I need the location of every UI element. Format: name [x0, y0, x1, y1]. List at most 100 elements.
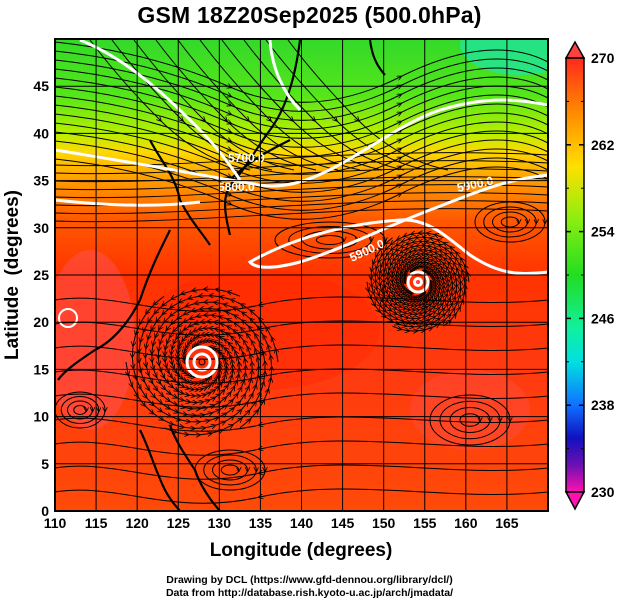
lat-tick-label: 45 — [33, 78, 49, 94]
streamline — [429, 394, 510, 446]
colorbar-min-triangle — [564, 491, 586, 511]
streamline — [55, 488, 548, 504]
coastline-japan — [224, 39, 302, 236]
lat-tick-label: 10 — [33, 409, 49, 425]
lon-tick-label: 150 — [372, 515, 396, 531]
lon-tick-label: 110 — [44, 515, 67, 531]
lon-tick-label: 140 — [290, 515, 314, 531]
streamline — [221, 39, 383, 171]
colorbar-tick-label: 230 — [591, 484, 615, 500]
credit-data: Data from http://database.rish.kyoto-u.a… — [165, 587, 454, 599]
colorbar-tick-label: 246 — [591, 310, 615, 326]
lat-tick-labels: 0 5 10 15 20 25 30 35 40 45 — [33, 78, 49, 519]
lon-tick-label: 120 — [125, 515, 149, 531]
streamline — [55, 208, 548, 223]
streamline — [55, 152, 548, 167]
streamline — [111, 39, 273, 171]
lat-tick-label: 0 — [41, 503, 49, 519]
contour-5900-west — [55, 198, 201, 207]
streamline — [243, 39, 405, 171]
streamline — [55, 416, 548, 432]
streamline — [439, 400, 500, 440]
streamlines — [55, 39, 548, 504]
contour-label-5800: 5800.0 — [218, 180, 255, 194]
streamline — [449, 407, 490, 433]
x-axis-title: Longitude (degrees) — [210, 540, 393, 561]
typhoon-center-east — [406, 270, 430, 294]
lon-tick-label: 160 — [454, 515, 478, 531]
colorbar: 270 262 254 246 238 230 — [564, 40, 615, 511]
streamline — [474, 201, 545, 243]
streamline — [492, 211, 528, 233]
lon-tick-label: 135 — [249, 515, 273, 531]
colorbar-tick-label: 238 — [591, 397, 615, 413]
streamline — [55, 158, 548, 220]
contour-label-5700: 5700.0 — [228, 151, 265, 165]
lon-tick-label: 165 — [495, 515, 519, 531]
streamline — [55, 296, 548, 312]
streamline — [73, 405, 87, 415]
lat-tick-label: 25 — [33, 267, 49, 283]
credits: Drawing by DCL (https://www.gfd-dennou.o… — [0, 574, 619, 600]
warm-patch-se — [410, 370, 530, 450]
streamline — [384, 241, 465, 327]
streamline — [55, 320, 548, 336]
coastline-sakhalin — [368, 39, 386, 76]
lat-tick-label: 30 — [33, 220, 49, 236]
streamline — [55, 392, 548, 408]
coastline-korea — [149, 139, 211, 246]
lat-tick-label: 20 — [33, 314, 49, 330]
streamline — [55, 168, 548, 183]
streamline — [55, 464, 548, 480]
streamline — [155, 39, 317, 171]
lat-lon-grid — [55, 39, 548, 511]
contour-5700 — [79, 39, 242, 181]
lon-tick-labels: 110 115 120 125 130 135 140 145 150 155 160 165 — [44, 515, 519, 531]
contour-5700-b — [268, 39, 302, 112]
streamline — [177, 39, 339, 171]
coastline-philippines — [168, 424, 221, 511]
streamline — [67, 400, 93, 420]
streamline — [220, 464, 239, 476]
plot-frame — [54, 38, 549, 512]
streamline — [55, 368, 548, 384]
streamline — [315, 235, 344, 245]
streamline — [500, 216, 519, 228]
streamline — [55, 176, 548, 191]
streamline — [55, 200, 548, 215]
lon-tick-label: 130 — [208, 515, 232, 531]
streamline — [55, 160, 548, 175]
streamline — [55, 184, 548, 199]
typhoon-center-west — [185, 345, 219, 379]
streamline — [60, 396, 99, 424]
colorbar-max-triangle — [564, 40, 586, 59]
streamline — [203, 454, 257, 486]
warm-patch-west — [55, 250, 135, 430]
streamline — [459, 413, 480, 427]
lon-tick-label: 115 — [85, 515, 108, 531]
lon-tick-label: 145 — [331, 515, 355, 531]
height-contours — [55, 39, 548, 275]
cool-patch-ne — [460, 39, 548, 75]
colorbar-tick-label: 262 — [591, 137, 615, 153]
streamline — [483, 206, 537, 238]
streamline — [133, 39, 295, 171]
colorbar-tick-label: 254 — [591, 224, 615, 240]
credit-drawing: Drawing by DCL (https://www.gfd-dennou.o… — [166, 574, 453, 586]
typhoon-center-far-west — [58, 308, 78, 328]
lon-tick-label: 125 — [167, 515, 191, 531]
colorbar-tick-label: 270 — [591, 50, 615, 66]
streamline — [55, 344, 548, 360]
streamline — [55, 440, 548, 456]
chart-title: GSM 18Z20Sep2025 (500.0hPa) — [137, 2, 482, 28]
lat-tick-label: 35 — [33, 173, 49, 189]
lat-tick-label: 40 — [33, 125, 49, 141]
lon-tick-label: 155 — [413, 515, 437, 531]
coastline-china — [57, 229, 171, 381]
streamline — [194, 449, 265, 491]
lat-tick-label: 15 — [33, 361, 49, 377]
lat-tick-label: 5 — [41, 456, 49, 472]
contour-5900 — [247, 173, 548, 275]
contour-5800 — [55, 98, 548, 188]
